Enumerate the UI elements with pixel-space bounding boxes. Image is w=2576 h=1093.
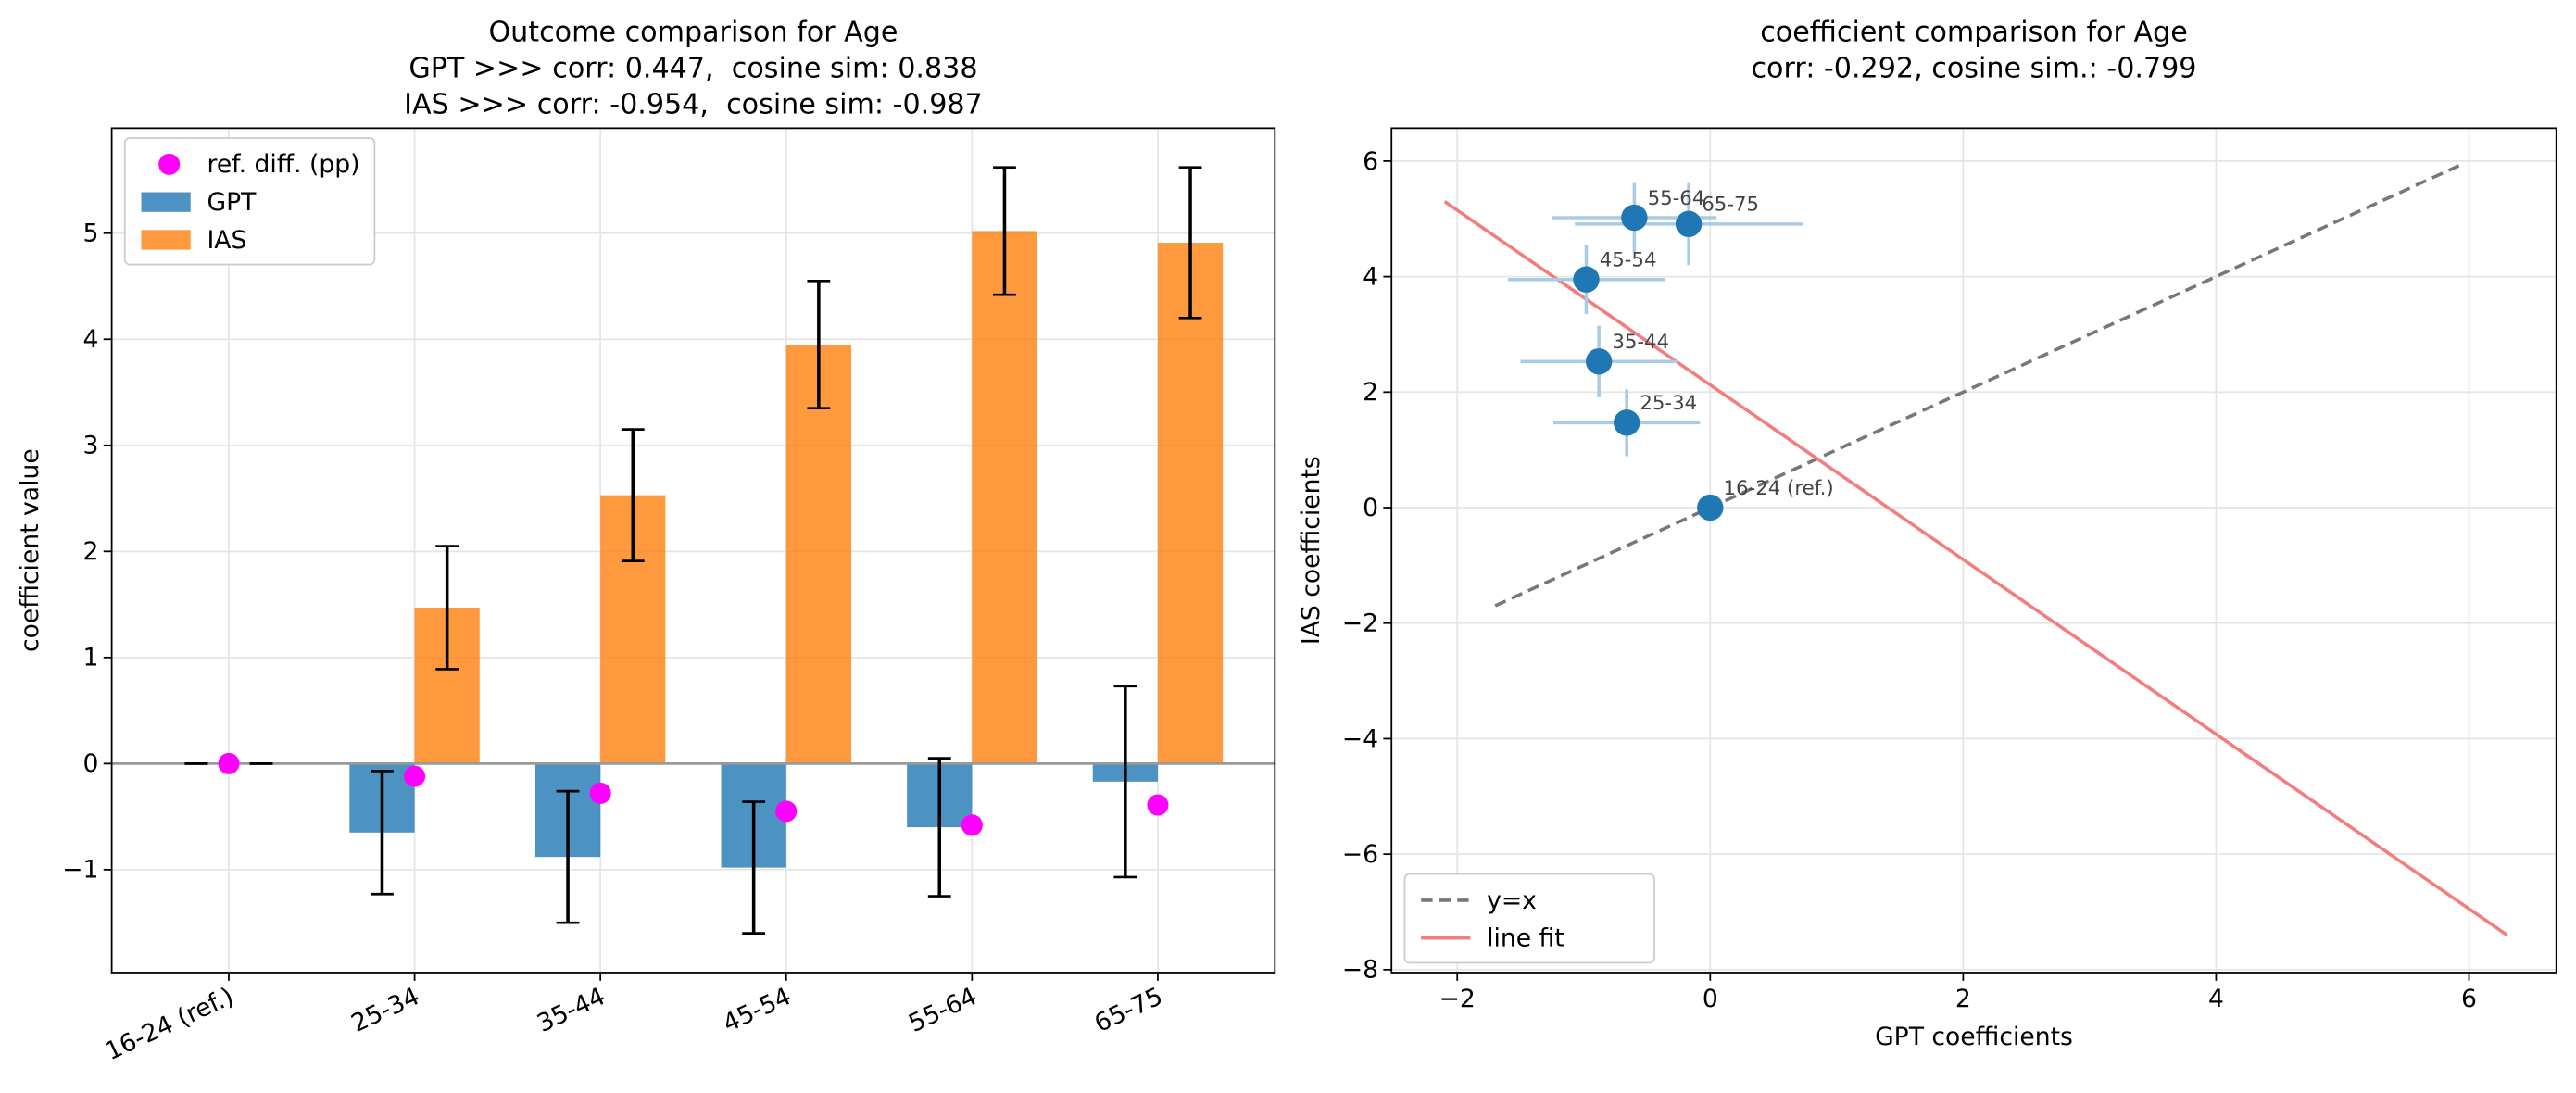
x-tick-label: 16-24 (ref.) [101,982,238,1066]
point-label: 16-24 (ref.) [1723,477,1833,500]
y-tick-label: 2 [82,537,98,566]
x-tick-label: 4 [2208,985,2224,1013]
error-bar [371,770,394,896]
legend-swatch [141,192,191,212]
point-label: 35-44 [1612,331,1669,354]
point [1697,494,1724,521]
marker [775,800,798,823]
legend-label: line fit [1487,924,1564,953]
y-tick-label: 3 [82,432,98,460]
point [1621,204,1648,232]
point [1614,409,1640,436]
chart-title: Outcome comparison for Age [488,16,898,48]
error-bar [435,545,459,671]
bar [785,344,851,764]
marker [961,814,983,836]
x-tick-label: 0 [1703,985,1718,1013]
marker [218,752,240,774]
marker [589,782,611,804]
x-axis-label: GPT coefficients [1875,1023,2073,1051]
y-tick-label: −8 [1342,956,1378,985]
reference-line [1443,200,2508,936]
y-tick-label: 6 [1363,147,1378,176]
point [1573,266,1600,293]
error-bar [927,757,951,898]
y-tick-label: 4 [82,325,98,354]
error-bar [621,428,645,562]
point [1675,210,1703,238]
marker [404,765,426,787]
error-bar [742,800,766,935]
legend-label: y=x [1487,886,1537,915]
legend-marker [158,153,181,175]
bar [972,231,1037,764]
y-tick-label: −4 [1342,724,1378,753]
point-label: 25-34 [1640,392,1697,415]
point-label: 45-54 [1600,249,1657,272]
x-tick-label: 55-64 [904,982,981,1038]
x-tick-label: 35-44 [533,982,609,1038]
error-bar [556,789,580,924]
marker [1147,794,1169,816]
plot-frame [1390,127,2557,974]
y-tick-label: −6 [1342,840,1378,869]
x-tick-label: −2 [1439,985,1476,1013]
point [1585,348,1613,375]
chart-subtitle: corr: -0.292, cosine sim.: -0.799 [1751,52,2196,84]
y-tick-label: 4 [1363,262,1378,291]
y-axis-label: coefficient value [16,448,44,652]
y-tick-label: −1 [62,856,98,885]
y-tick-label: −2 [1342,609,1378,638]
error-bar [1113,685,1137,879]
legend-swatch [141,230,191,250]
plot-frame [110,127,1276,974]
chart-subtitle: IAS >>> corr: -0.954, cosine sim: -0.987 [404,88,983,120]
x-tick-label: 6 [2461,985,2477,1013]
bar [1157,243,1224,764]
x-tick-label: 25-34 [346,982,423,1038]
x-tick-label: 2 [1955,985,1971,1013]
error-bar [1178,166,1202,320]
y-tick-label: 1 [82,644,98,672]
y-tick-label: 0 [82,749,98,778]
legend-label: ref. diff. (pp) [207,150,359,179]
chart-subtitle: GPT >>> corr: 0.447, cosine sim: 0.838 [408,52,977,84]
error-bar [993,166,1016,296]
y-tick-label: 5 [82,220,98,248]
legend-label: GPT [207,188,257,217]
reference-line [1494,164,2460,608]
y-tick-label: 0 [1363,494,1378,522]
x-tick-label: 65-75 [1090,982,1167,1038]
chart-title: coefficient comparison for Age [1760,16,2188,48]
y-tick-label: 2 [1363,378,1378,407]
y-axis-label: IAS coefficients [1297,456,1326,645]
legend-label: IAS [207,226,246,255]
x-tick-label: 45-54 [719,982,796,1038]
point-label: 55-64 [1648,187,1705,210]
error-bar [807,279,831,410]
legend-box [1403,873,1655,964]
point-label: 65-75 [1702,194,1759,217]
